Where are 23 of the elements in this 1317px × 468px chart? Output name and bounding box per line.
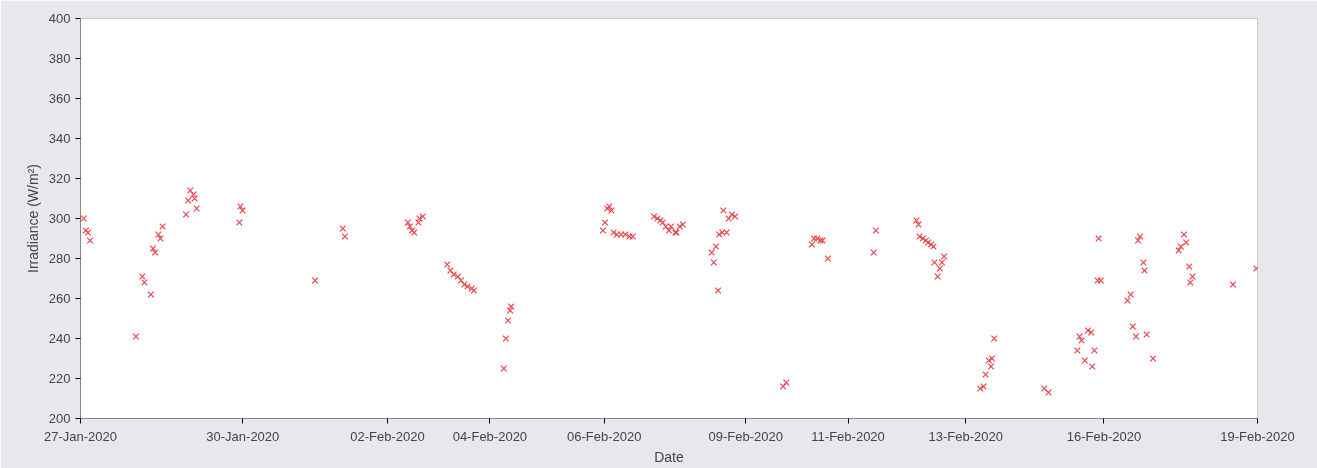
x-tick-label: 16-Feb-2020 xyxy=(1066,428,1142,444)
x-tick-label: 27-Jan-2020 xyxy=(44,428,117,444)
x-tick-label: 11-Feb-2020 xyxy=(811,428,885,444)
y-tick-label: 400 xyxy=(48,11,71,26)
x-axis-title: Date xyxy=(654,448,684,465)
y-tick-label: 340 xyxy=(48,131,71,146)
x-tick-label: 09-Feb-2020 xyxy=(708,428,783,444)
y-tick-label: 300 xyxy=(48,211,71,226)
y-tick-label: 280 xyxy=(48,251,71,266)
x-tick-label: 13-Feb-2020 xyxy=(928,428,1003,444)
y-tick-label: 220 xyxy=(48,371,71,386)
y-tick-label: 380 xyxy=(48,51,71,66)
y-tick-label: 260 xyxy=(48,291,71,306)
x-tick-label: 04-Feb-2020 xyxy=(452,428,528,444)
y-tick-label: 200 xyxy=(48,411,71,426)
y-tick-label: 360 xyxy=(48,91,71,106)
y-axis-title: Irradiance (W/m²) xyxy=(24,164,41,273)
y-tick-label: 240 xyxy=(48,331,71,346)
x-tick-label: 06-Feb-2020 xyxy=(567,428,642,444)
x-tick-label: 30-Jan-2020 xyxy=(206,428,280,444)
x-tick-label: 19-Feb-2020 xyxy=(1220,428,1295,444)
x-tick-label: 02-Feb-2020 xyxy=(350,428,425,444)
y-tick-label: 320 xyxy=(48,171,71,186)
